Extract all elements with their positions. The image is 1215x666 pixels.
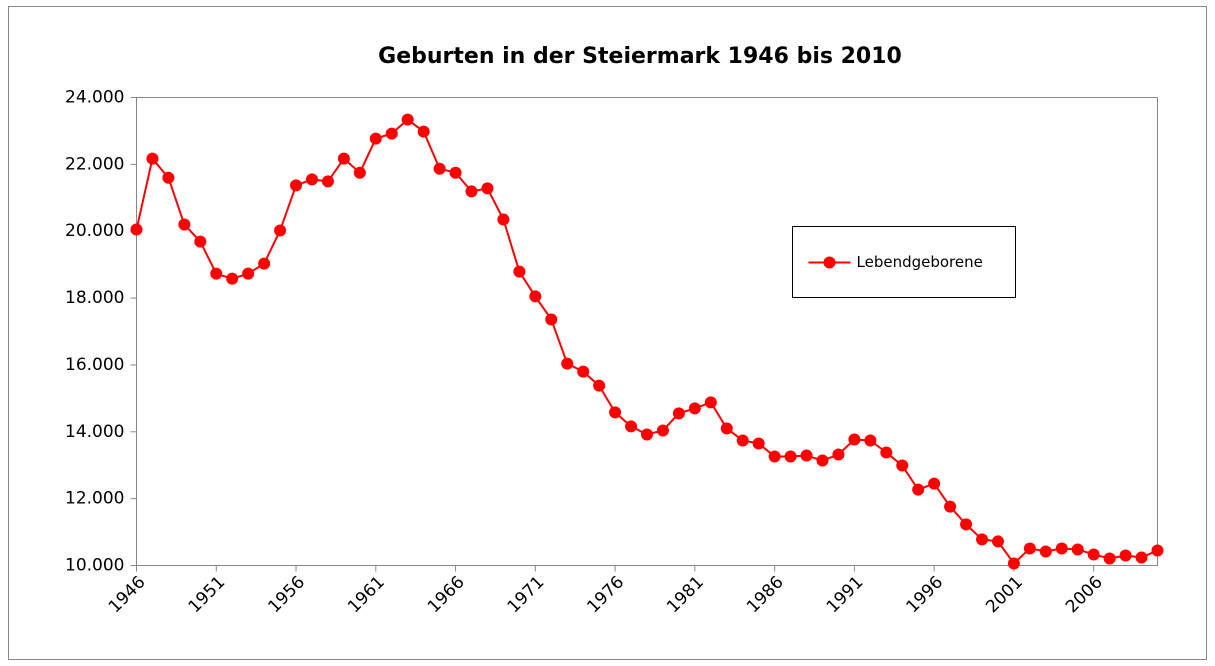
y-tick-label: 18.000 xyxy=(65,288,124,308)
marker xyxy=(944,500,957,513)
marker xyxy=(210,267,223,280)
y-tick-label: 24.000 xyxy=(65,88,124,108)
marker xyxy=(1023,542,1036,555)
marker xyxy=(194,235,207,248)
y-tick-label: 10.000 xyxy=(65,556,124,576)
marker xyxy=(337,152,350,165)
marker xyxy=(656,424,669,437)
marker xyxy=(1055,542,1068,555)
marker xyxy=(752,437,765,450)
marker xyxy=(991,535,1004,548)
marker xyxy=(417,125,430,138)
marker xyxy=(625,420,638,433)
legend-label: Lebendgeborene xyxy=(857,253,983,271)
marker xyxy=(465,185,478,198)
marker xyxy=(912,483,925,496)
marker xyxy=(864,434,877,447)
marker xyxy=(401,113,414,126)
marker xyxy=(1119,549,1132,562)
marker xyxy=(305,173,318,186)
marker xyxy=(736,434,749,447)
marker xyxy=(178,218,191,231)
marker xyxy=(481,182,494,195)
marker xyxy=(672,407,685,420)
marker xyxy=(1151,544,1164,557)
marker xyxy=(497,213,510,226)
marker xyxy=(784,450,797,463)
marker xyxy=(768,450,781,463)
y-tick-label: 14.000 xyxy=(65,422,124,442)
marker xyxy=(242,267,255,280)
marker xyxy=(162,171,175,184)
marker xyxy=(449,166,462,179)
marker xyxy=(577,365,590,378)
marker xyxy=(274,224,287,237)
marker xyxy=(896,459,909,472)
marker xyxy=(433,162,446,175)
marker xyxy=(641,428,653,441)
marker xyxy=(226,272,239,285)
marker xyxy=(960,518,973,531)
y-tick-label: 20.000 xyxy=(65,221,124,241)
marker xyxy=(593,379,606,392)
chart-title: Geburten in der Steiermark 1946 bis 2010 xyxy=(378,44,902,69)
plot-area xyxy=(136,97,1158,566)
y-tick-label: 22.000 xyxy=(65,154,124,174)
marker xyxy=(848,433,861,446)
marker xyxy=(1135,551,1148,564)
marker xyxy=(258,257,271,270)
marker xyxy=(529,290,542,303)
marker xyxy=(321,175,334,188)
marker xyxy=(976,533,989,546)
marker xyxy=(513,265,526,278)
marker xyxy=(832,448,845,461)
legend-marker xyxy=(823,256,836,269)
marker xyxy=(130,223,143,236)
marker xyxy=(880,446,893,459)
marker xyxy=(816,454,829,467)
marker xyxy=(545,313,558,326)
marker xyxy=(720,422,733,435)
marker xyxy=(290,179,303,192)
chart-border xyxy=(8,6,1207,660)
marker xyxy=(1039,545,1052,558)
marker xyxy=(385,127,398,140)
y-tick-label: 16.000 xyxy=(65,355,124,375)
marker xyxy=(561,357,574,370)
marker xyxy=(353,166,366,179)
marker xyxy=(688,402,701,415)
marker xyxy=(1071,543,1084,556)
marker xyxy=(609,406,622,419)
marker xyxy=(1103,552,1116,565)
marker xyxy=(146,152,159,165)
marker xyxy=(704,396,717,409)
marker xyxy=(1087,548,1100,561)
marker xyxy=(800,449,813,462)
marker xyxy=(369,132,382,145)
marker xyxy=(1007,557,1020,570)
marker xyxy=(928,477,941,490)
y-tick-label: 12.000 xyxy=(65,489,124,509)
